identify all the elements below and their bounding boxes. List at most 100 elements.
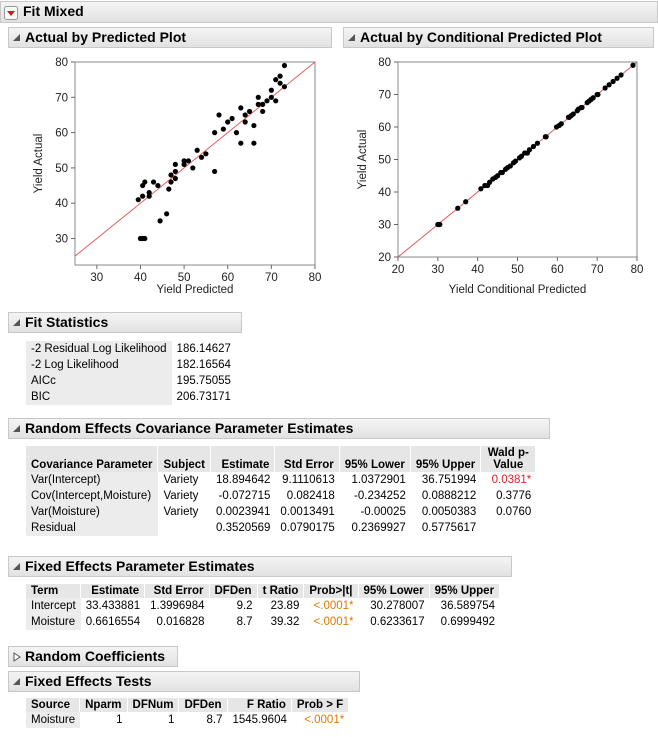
disclosure-icon[interactable] [12, 652, 22, 662]
section-header[interactable]: Fixed Effects Parameter Estimates [8, 556, 512, 577]
table-cell: <.0001* [304, 714, 345, 726]
table-cell: <.0001* [313, 616, 354, 628]
section-header[interactable]: Fit Statistics [8, 312, 242, 333]
x-tick-label: 40 [134, 272, 147, 284]
point [146, 193, 152, 199]
table-row: Intercept 33.433881 1.3996984 9.2 23.89 <.000… [26, 598, 500, 614]
table-cell: 0.0050383 [421, 506, 477, 518]
table-cell: 8.7 [236, 616, 253, 628]
point [590, 95, 596, 101]
point [172, 168, 178, 175]
point [494, 173, 501, 179]
disclosure-icon[interactable] [347, 33, 357, 43]
section-header[interactable]: Random Effects Covariance Parameter Esti… [8, 418, 550, 439]
point [150, 179, 157, 185]
point [478, 186, 484, 192]
table-cell: 1 [168, 714, 175, 726]
disclosure-icon[interactable] [12, 424, 22, 434]
section-title: Fixed Effects Parameter Estimates [25, 558, 255, 574]
point [277, 80, 283, 86]
point [273, 77, 279, 83]
x-tick-label: 30 [431, 264, 444, 276]
disclosure-icon[interactable] [12, 562, 22, 572]
table-row: -2 Log Likelihood 182.16564 [26, 357, 236, 373]
table-cell: AICc [26, 373, 172, 389]
disclosure-icon[interactable] [12, 33, 22, 43]
section-title: Fixed Effects Tests [25, 673, 152, 689]
table-cell [158, 520, 211, 536]
table-cell: -2 Residual Log Likelihood [26, 341, 172, 357]
point [260, 108, 266, 115]
table-cell: 0.0888212 [421, 490, 477, 502]
table-cell: 0.0013491 [280, 506, 335, 518]
point [198, 154, 205, 160]
point [181, 161, 187, 167]
x-tick-label: 50 [511, 264, 524, 276]
column-header: Prob>|t| [304, 584, 359, 598]
point [157, 218, 163, 224]
table-row: Moisture 0.6616554 0.016828 8.7 39.32 <.0001*… [26, 614, 500, 630]
point [164, 211, 170, 217]
section-header[interactable]: Random Coefficients [8, 646, 178, 667]
table-cell: 1.3996984 [150, 600, 205, 612]
point [238, 105, 244, 111]
table-cell: Moisture [26, 614, 81, 630]
disclosure-icon[interactable] [12, 318, 22, 328]
column-header: 95% Upper [429, 584, 501, 598]
table-cell: 0.3776 [496, 490, 532, 502]
column-header: Source [26, 698, 81, 712]
point [242, 119, 248, 125]
point [630, 62, 636, 68]
point [518, 153, 525, 159]
y-tick-label: 40 [378, 187, 391, 199]
y-tick-label: 50 [378, 155, 391, 167]
point [212, 168, 218, 175]
point [534, 140, 541, 146]
table-cell: Variety [163, 490, 199, 502]
point [251, 140, 257, 146]
point [273, 98, 279, 104]
column-header: F Ratio [227, 698, 292, 712]
table-cell: 0.2369927 [351, 522, 406, 534]
title-bar[interactable]: Fit Mixed [0, 1, 658, 23]
table-cell: 0.0023941 [216, 506, 271, 518]
table-cell: 0.6999492 [440, 616, 496, 628]
point [618, 72, 624, 78]
section-header[interactable]: Actual by Predicted Plot [8, 27, 332, 48]
table-cell: BIC [26, 389, 172, 405]
y-tick-label: 70 [378, 90, 391, 102]
point [507, 163, 513, 169]
plots: 30 40 50 60 70 80 30 40 50 60 70 80 Yield Predicted Y… [33, 57, 644, 296]
section-header[interactable]: Fixed Effects Tests [8, 671, 360, 692]
y-tick-label: 30 [55, 234, 68, 246]
y-tick-label: 20 [378, 252, 391, 264]
column-header: Std Error [275, 446, 340, 472]
table-cell: 39.32 [270, 616, 300, 628]
table-row: AICc 195.75055 [26, 373, 236, 389]
column-header: DFDen [179, 698, 228, 712]
column-header: Term [26, 584, 81, 598]
table-cell: Residual [26, 520, 159, 536]
point [255, 101, 261, 107]
column-header: Estimate [80, 584, 146, 598]
disclosure-icon[interactable] [12, 677, 22, 687]
table-cell: 182.16564 [176, 359, 231, 371]
menu-icon[interactable] [4, 6, 18, 20]
point [499, 169, 505, 176]
table-row: Var(Intercept) Variety 18.894642 9.1110613 1… [26, 472, 536, 488]
table-cell [481, 520, 536, 536]
point [135, 197, 141, 203]
point [530, 143, 537, 150]
section-title: Fit Statistics [25, 314, 109, 330]
table-cell: Cov(Intercept,Moisture) [26, 488, 159, 504]
y-tick-label: 60 [378, 122, 391, 134]
table-cell: Moisture [26, 712, 81, 728]
point [203, 151, 209, 157]
x-tick-label: 60 [551, 264, 564, 276]
x-tick-label: 80 [631, 264, 644, 276]
section-header[interactable]: Actual by Conditional Predicted Plot [343, 27, 654, 48]
point [543, 134, 549, 140]
section-title: Random Coefficients [25, 648, 166, 664]
point [168, 172, 174, 178]
